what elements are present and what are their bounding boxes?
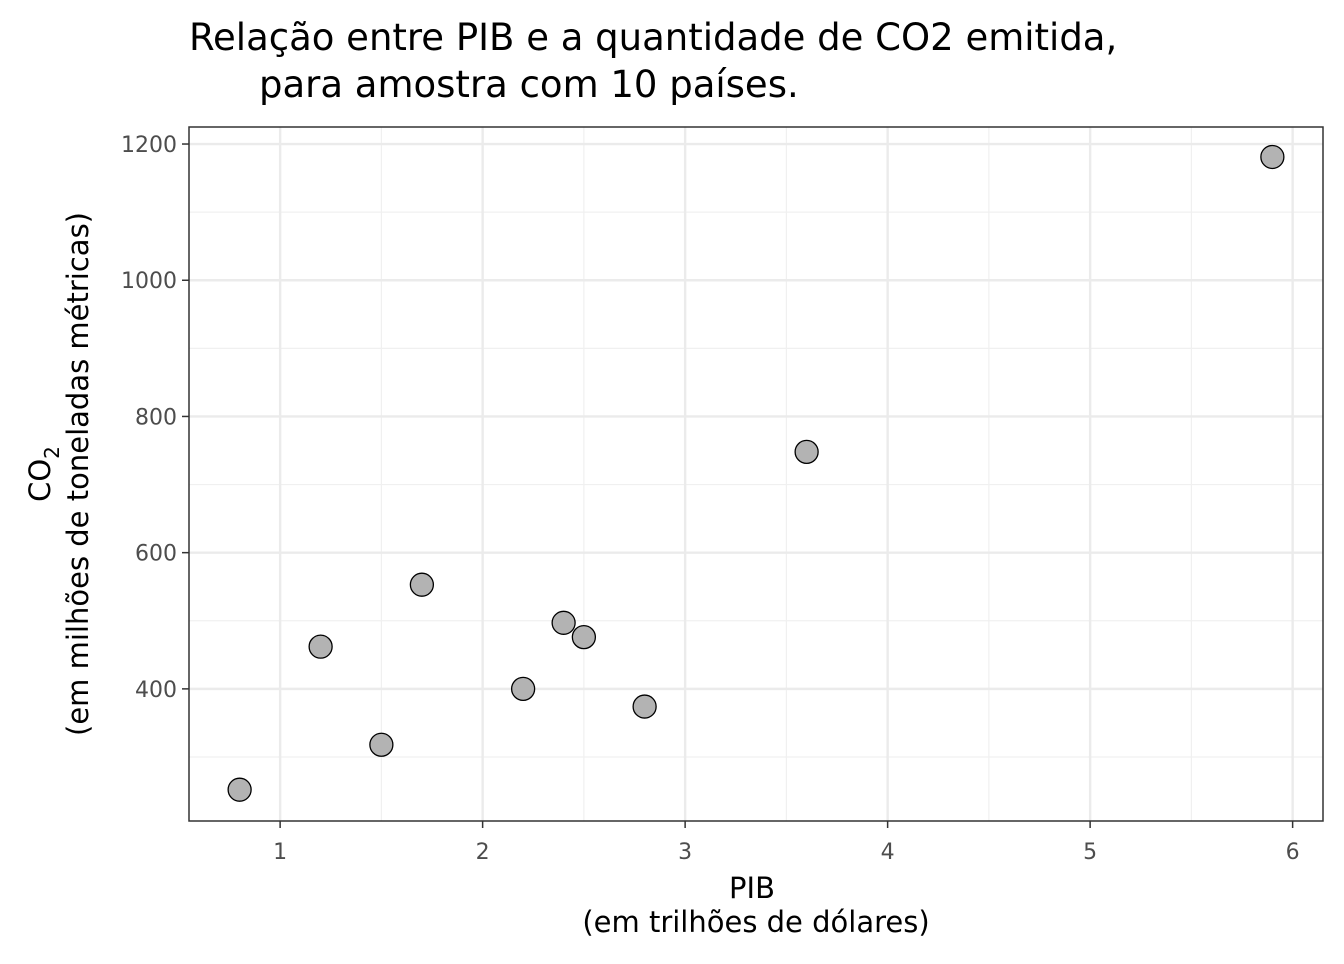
points [227,144,1285,802]
y-tick-label: 1000 [121,269,177,294]
point [369,732,394,757]
x-axis-title: PIB [729,871,775,905]
x-axis-subtitle: (em trilhões de dólares) [582,905,929,939]
y-axis-title-group: CO2 (em milhões de toneladas métricas) [23,212,95,736]
point [308,634,333,659]
point [632,694,657,719]
point [551,610,576,635]
point [1260,144,1285,170]
x-tick-label: 6 [1286,840,1300,865]
grid [189,127,1323,821]
y-axis-title: CO2 [23,446,64,502]
x-tick-label: 3 [678,840,692,865]
point [409,572,435,597]
y-tick-label: 1200 [121,133,177,158]
chart-title: para amostra com 10 países. [259,63,799,106]
point [571,624,597,650]
chart-title: Relação entre PIB e a quantidade de CO2 … [189,16,1117,59]
panel-border [188,126,1324,822]
y-axis-subtitle: (em milhões de toneladas métricas) [61,212,95,736]
point [227,777,252,802]
y-tick-label: 600 [135,542,177,567]
y-tick-label: 400 [135,678,177,703]
x-tick-label: 2 [476,840,490,865]
x-tick-label: 4 [881,840,895,865]
y-tick-label: 800 [135,405,177,430]
y-axis-title-main: CO [23,459,57,502]
x-tick-label: 1 [273,840,287,865]
y-axis-title-subscript: 2 [40,446,64,459]
x-tick-label: 5 [1083,840,1097,865]
point [510,676,536,702]
point [794,439,819,465]
